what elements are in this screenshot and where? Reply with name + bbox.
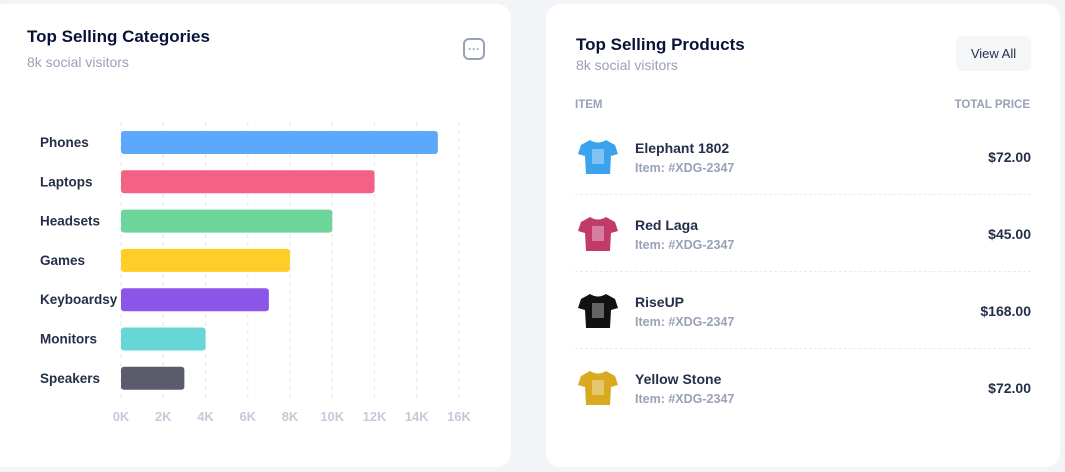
- more-horizontal-icon[interactable]: ···: [463, 38, 485, 60]
- product-row[interactable]: Elephant 1802 Item: #XDG-2347 $72.00: [575, 118, 1031, 195]
- category-label: Speakers: [40, 371, 100, 386]
- bar-laptops[interactable]: [121, 170, 375, 194]
- product-name[interactable]: Elephant 1802: [635, 140, 730, 156]
- x-tick-label: 16K: [447, 409, 471, 424]
- x-tick-label: 0K: [113, 409, 130, 424]
- bar-games[interactable]: [121, 248, 290, 272]
- category-label: Phones: [40, 135, 89, 150]
- product-name[interactable]: RiseUP: [635, 294, 685, 310]
- tshirt-icon: [578, 140, 618, 174]
- x-tick-label: 2K: [155, 409, 172, 424]
- product-row[interactable]: Red Laga Item: #XDG-2347 $45.00: [575, 195, 1031, 272]
- top-products-card: [546, 4, 1060, 467]
- card-subtitle: 8k social visitors: [576, 57, 678, 73]
- product-id: Item: #XDG-2347: [635, 161, 735, 175]
- bar-phones[interactable]: [121, 131, 438, 154]
- column-header-total-price: TOTAL PRICE: [954, 99, 1030, 111]
- tshirt-icon: [578, 217, 618, 251]
- card-subtitle: 8k social visitors: [27, 54, 129, 70]
- bar-monitors[interactable]: [121, 327, 206, 351]
- bar-headsets[interactable]: [121, 209, 333, 233]
- bar-keyboardsy[interactable]: [121, 288, 269, 312]
- bar-chart: 0K 2K 4K 6K 8K 10K 12K 14K 16K Phones Laptops Heads…: [40, 122, 472, 424]
- category-label: Keyboardsy: [40, 292, 118, 307]
- category-label: Headsets: [40, 214, 100, 229]
- product-id: Item: #XDG-2347: [635, 315, 735, 329]
- product-price: $168.00: [980, 303, 1031, 319]
- product-price: $45.00: [988, 226, 1031, 242]
- bar-speakers[interactable]: [121, 366, 185, 390]
- card-title: Top Selling Products: [576, 35, 745, 54]
- x-tick-label: 14K: [405, 409, 429, 424]
- category-label: Games: [40, 253, 85, 268]
- x-tick-label: 12K: [363, 409, 387, 424]
- view-all-button[interactable]: View All: [956, 36, 1031, 71]
- x-tick-label: 8K: [282, 409, 299, 424]
- x-tick-label: 4K: [197, 409, 214, 424]
- product-price: $72.00: [988, 380, 1031, 396]
- category-label: Laptops: [40, 174, 93, 189]
- product-id: Item: #XDG-2347: [635, 392, 735, 406]
- tshirt-icon: [578, 371, 618, 405]
- tshirt-icon: [578, 294, 618, 328]
- product-name[interactable]: Yellow Stone: [635, 371, 722, 387]
- x-tick-label: 6K: [239, 409, 256, 424]
- card-title: Top Selling Categories: [27, 27, 210, 46]
- x-tick-label: 10K: [320, 409, 344, 424]
- top-categories-card: [0, 4, 511, 467]
- product-name[interactable]: Red Laga: [635, 217, 699, 233]
- category-label: Monitors: [40, 332, 97, 347]
- column-header-item: ITEM: [575, 99, 603, 111]
- product-row[interactable]: Yellow Stone Item: #XDG-2347 $72.00: [575, 349, 1031, 426]
- product-price: $72.00: [988, 149, 1031, 165]
- product-row[interactable]: RiseUP Item: #XDG-2347 $168.00: [575, 272, 1031, 349]
- product-id: Item: #XDG-2347: [635, 238, 735, 252]
